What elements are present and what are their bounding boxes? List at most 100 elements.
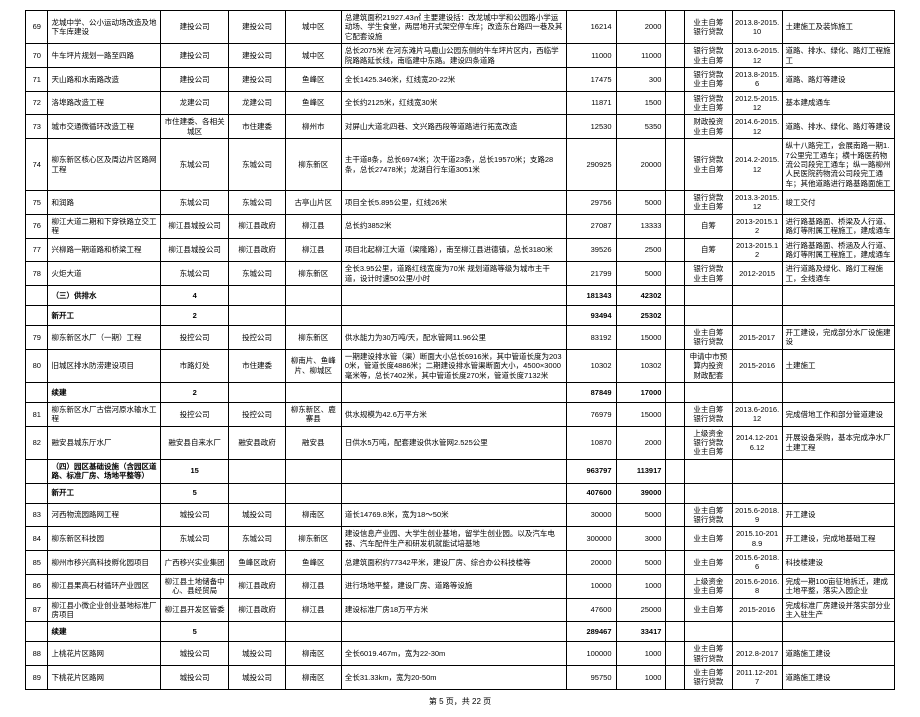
responsible-1: 城投公司 <box>160 503 229 527</box>
responsible-1: 东城公司 <box>160 191 229 215</box>
note: 开工建设，完成地基础工程 <box>782 527 894 551</box>
section-name: 续建 <box>48 382 160 402</box>
description: 全长约2125米，红线宽30米 <box>341 91 566 115</box>
value-3 <box>666 139 685 191</box>
cell <box>285 622 341 642</box>
value-2: 15000 <box>616 326 666 350</box>
value-1: 100000 <box>566 642 616 666</box>
note: 开展设备采购，基本完成净水厂土建工程 <box>782 426 894 459</box>
value-3 <box>666 11 685 44</box>
responsible-2: 建投公司 <box>229 44 285 68</box>
section-name: 新开工 <box>48 483 160 503</box>
cell <box>666 483 685 503</box>
value-2: 300 <box>616 67 666 91</box>
value-1: 21799 <box>566 262 616 286</box>
region: 柳南片、鱼峰片、柳城区 <box>285 349 341 382</box>
value-2: 2000 <box>616 426 666 459</box>
row-id: 89 <box>26 666 48 690</box>
cell <box>285 459 341 483</box>
responsible-1: 城投公司 <box>160 666 229 690</box>
responsible-2: 城投公司 <box>229 642 285 666</box>
description: 供水能力为30万吨/天，配水管网11.96公里 <box>341 326 566 350</box>
value-1: 76979 <box>566 402 616 426</box>
responsible-1: 建投公司 <box>160 11 229 44</box>
responsible-1: 东城公司 <box>160 527 229 551</box>
description: 总长2075米 在河东滩片马鹿山公园东侧的牛车坪片区内，西临学院路路延长线，南临… <box>341 44 566 68</box>
responsible-1: 东城公司 <box>160 139 229 191</box>
cell <box>666 459 685 483</box>
funding: 业主自筹 银行贷款 <box>685 402 732 426</box>
description: 全长6019.467m，宽为22-30m <box>341 642 566 666</box>
project-name: 洛埠路改造工程 <box>48 91 160 115</box>
responsible-2: 柳江县政府 <box>229 214 285 238</box>
funding: 业主自筹 银行贷款 <box>685 503 732 527</box>
note: 竣工交付 <box>782 191 894 215</box>
note: 道路、排水、绿化、路灯工程施工 <box>782 44 894 68</box>
table-row: 69龙城中学、公小运动场改造及地下车库建设建投公司建投公司城中区总建筑面积219… <box>26 11 895 44</box>
note: 土建施工 <box>782 349 894 382</box>
funding: 上级资金 业主自筹 <box>685 574 732 598</box>
section-v2: 25302 <box>616 306 666 326</box>
funding: 自筹 <box>685 238 732 262</box>
project-name: 柳江县小微企业创业基地标准厂房项目 <box>48 598 160 622</box>
section-count: 2 <box>160 306 229 326</box>
cell <box>341 306 566 326</box>
table-row: 89下桃花片区路网城投公司城投公司柳南区全长31.33km，宽为20-50m95… <box>26 666 895 690</box>
funding: 业主自筹 银行贷款 <box>685 11 732 44</box>
responsible-2: 城投公司 <box>229 503 285 527</box>
date-range: 2013.6-2015.12 <box>732 44 782 68</box>
cell <box>229 459 285 483</box>
date-range: 2015-2016 <box>732 349 782 382</box>
project-name: 火炬大道 <box>48 262 160 286</box>
description: 全长3.95公里，道路红线宽度为70米 规划道路等级为城市主干道，设计时速50公… <box>341 262 566 286</box>
description: 建设信息产业园、大学生创业基地，留学生创业园。以及汽车电器、汽车配件生产和研发机… <box>341 527 566 551</box>
date-range: 2015-2016 <box>732 598 782 622</box>
responsible-1: 融安县自来水厂 <box>160 426 229 459</box>
date-range: 2015.6-2016.8 <box>732 574 782 598</box>
responsible-2: 龙建公司 <box>229 91 285 115</box>
project-name: 柳东新区水厂古偿河原水输水工程 <box>48 402 160 426</box>
section-count: 4 <box>160 286 229 306</box>
responsible-1: 广西移兴实业集团 <box>160 551 229 575</box>
region: 柳东新区 <box>285 139 341 191</box>
value-1: 10000 <box>566 574 616 598</box>
cell <box>732 306 782 326</box>
value-2: 1000 <box>616 666 666 690</box>
value-1: 11871 <box>566 91 616 115</box>
row-id: 84 <box>26 527 48 551</box>
region: 柳江县 <box>285 214 341 238</box>
section-v2: 39000 <box>616 483 666 503</box>
section-name: （三）供排水 <box>48 286 160 306</box>
note: 进行路基路面、桥涵及人行道、路灯等附属工程施工，建成通车 <box>782 238 894 262</box>
cell <box>26 286 48 306</box>
value-3 <box>666 191 685 215</box>
table-row: 74柳东新区核心区及周边片区路网工程东城公司东城公司柳东新区主干道8条，总长69… <box>26 139 895 191</box>
value-3 <box>666 527 685 551</box>
note: 开工建设，完成部分水厂设施建设 <box>782 326 894 350</box>
section-v2: 113917 <box>616 459 666 483</box>
table-row: 82融安县城东厅水厂融安县自来水厂融安县政府融安县日供水5万吨，配套建设供水管网… <box>26 426 895 459</box>
cell <box>685 459 732 483</box>
row-id: 74 <box>26 139 48 191</box>
section-v1: 181343 <box>566 286 616 306</box>
value-2: 13333 <box>616 214 666 238</box>
note: 道路施工建设 <box>782 666 894 690</box>
value-1: 20000 <box>566 551 616 575</box>
note: 基本建成通车 <box>782 91 894 115</box>
responsible-2: 东城公司 <box>229 262 285 286</box>
project-name: 柳东新区核心区及周边片区路网工程 <box>48 139 160 191</box>
row-id: 69 <box>26 11 48 44</box>
date-range: 2013-2015.12 <box>732 214 782 238</box>
responsible-2: 东城公司 <box>229 191 285 215</box>
region: 柳东新区 <box>285 326 341 350</box>
date-range: 2012-2015 <box>732 262 782 286</box>
note: 道路施工建设 <box>782 642 894 666</box>
region: 鱼峰区 <box>285 91 341 115</box>
cell <box>685 483 732 503</box>
value-2: 5350 <box>616 115 666 139</box>
value-1: 290925 <box>566 139 616 191</box>
table-row: 80旧城区排水防涝建设项目市路灯处市住建委柳南片、鱼峰片、柳城区一期建设排水管（… <box>26 349 895 382</box>
region: 柳南区 <box>285 666 341 690</box>
date-range: 2013.8-2015.6 <box>732 67 782 91</box>
date-range: 2015.6-2018.9 <box>732 503 782 527</box>
